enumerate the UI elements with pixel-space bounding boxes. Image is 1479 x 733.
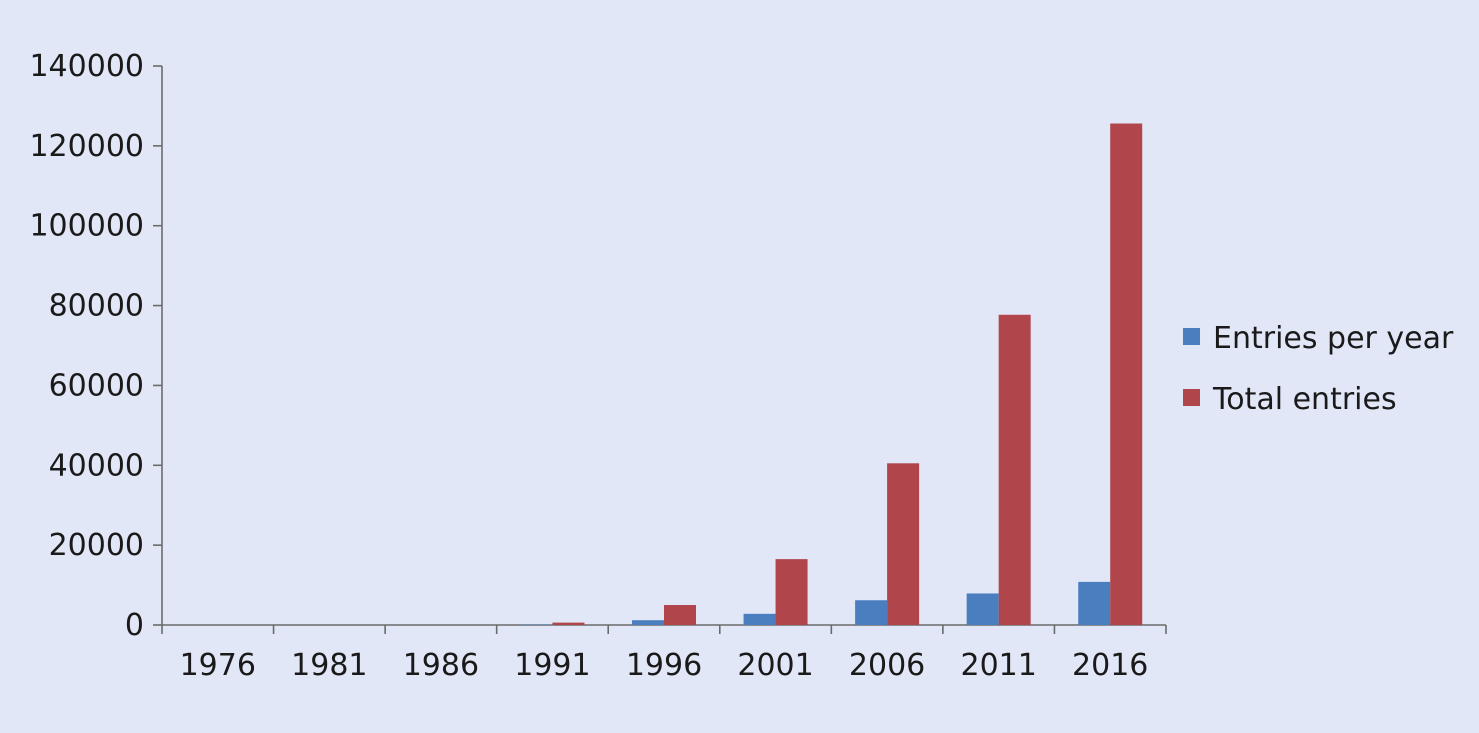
x-tick-label: 2011 (960, 648, 1036, 683)
bar-entries-per-year (1078, 582, 1110, 625)
bar-total-entries (776, 559, 808, 625)
x-tick-label: 1996 (626, 648, 702, 683)
x-tick-label: 2001 (737, 648, 813, 683)
bars-group (520, 123, 1142, 625)
x-axis: 1976 1981 1986 1991 1996 2001 2006 2011 2016 (162, 625, 1166, 683)
y-tick-label: 120000 (29, 129, 144, 164)
y-tick-label: 60000 (49, 368, 144, 403)
bar-entries-per-year (967, 593, 999, 625)
y-tick-label: 80000 (49, 289, 144, 324)
x-tick-label: 2006 (849, 648, 925, 683)
bar-entries-per-year (632, 620, 664, 625)
legend: Entries per year Total entries (1183, 321, 1454, 417)
bar-total-entries (887, 463, 919, 625)
y-tick-label: 40000 (49, 448, 144, 483)
bar-total-entries (999, 315, 1031, 625)
y-tick-label: 20000 (49, 528, 144, 563)
legend-swatch (1183, 389, 1200, 406)
bar-total-entries (1110, 123, 1142, 625)
bar-entries-per-year (855, 600, 887, 625)
legend-label: Entries per year (1213, 321, 1454, 356)
y-axis: 0 20000 40000 60000 80000 100000 120000 140000 (29, 49, 162, 643)
bar-total-entries (552, 623, 584, 625)
x-tick-label: 1981 (291, 648, 367, 683)
bar-total-entries (664, 605, 696, 625)
x-tick-label: 2016 (1072, 648, 1148, 683)
y-tick-label: 0 (125, 608, 144, 643)
x-tick-label: 1991 (514, 648, 590, 683)
bar-entries-per-year (744, 614, 776, 625)
x-tick-label: 1976 (180, 648, 256, 683)
legend-label: Total entries (1212, 382, 1397, 417)
y-tick-label: 100000 (29, 209, 144, 244)
legend-swatch (1183, 328, 1200, 345)
x-tick-label: 1986 (403, 648, 479, 683)
y-tick-label: 140000 (29, 49, 144, 84)
